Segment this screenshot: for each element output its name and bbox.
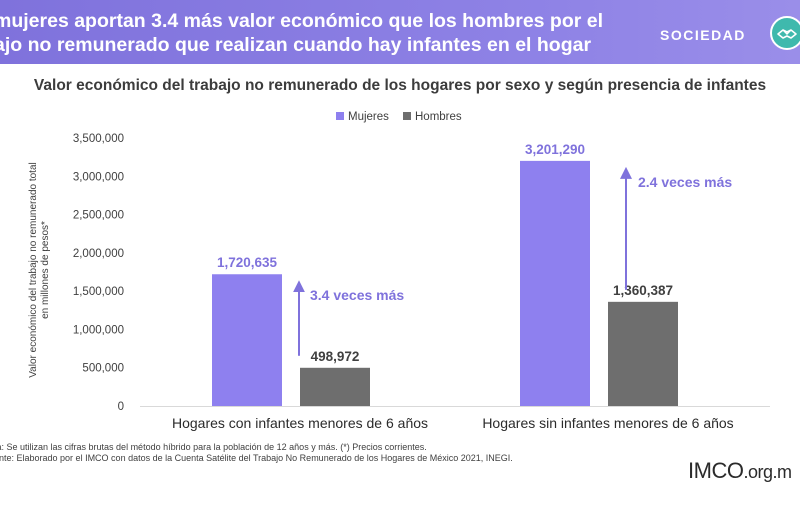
handshake-icon — [770, 16, 800, 50]
x-tick-label: Hogares con infantes menores de 6 años — [172, 415, 428, 431]
chart-title: Valor económico del trabajo no remunerad… — [33, 77, 767, 94]
chart-legend: Mujeres Hombres — [0, 111, 800, 131]
banner-title-line-2: ajo no remunerado que realizan cuando ha… — [0, 34, 592, 56]
data-label: 1,720,635 — [217, 255, 278, 270]
y-tick-label: 1,500,000 — [73, 286, 124, 298]
data-label: 3,201,290 — [525, 142, 585, 157]
data-label: 1,360,387 — [613, 283, 673, 298]
section-label: SOCIEDAD — [660, 27, 746, 43]
y-tick-label: 2,000,000 — [73, 248, 124, 260]
y-tick-label: 500,000 — [82, 363, 124, 375]
annotation-label: 2.4 veces más — [638, 174, 732, 190]
annotation-label: 3.4 veces más — [310, 287, 404, 303]
y-tick-label: 2,500,000 — [73, 210, 124, 222]
banner-title: mujeres aportan 3.4 más valor económico … — [0, 9, 634, 57]
y-tick-label: 1,000,000 — [73, 324, 124, 336]
legend-label-hombres: Hombres — [415, 111, 462, 123]
logo-name: IMCO — [688, 458, 744, 483]
footnote-source: ente: Elaborado por el IMCO con datos de… — [0, 453, 513, 463]
legend-label-mujeres: Mujeres — [348, 111, 389, 123]
logo-domain: .org.m — [743, 462, 792, 482]
y-tick-label: 3,000,000 — [73, 171, 124, 183]
bar-hombres — [300, 367, 370, 406]
bar-mujeres — [520, 160, 590, 406]
legend-swatch-hombres — [403, 112, 411, 120]
legend-swatch-mujeres — [336, 112, 344, 120]
banner-title-line-1: mujeres aportan 3.4 más valor económico … — [0, 10, 604, 32]
data-label: 498,972 — [311, 349, 360, 364]
legend-item-mujeres: Mujeres — [336, 111, 389, 123]
y-tick-label: 3,500,000 — [73, 133, 124, 145]
bar-mujeres — [212, 274, 282, 406]
footnote-note: ta: Se utilizan las cifras brutas del mé… — [0, 442, 427, 452]
legend-item-hombres: Hombres — [403, 111, 462, 123]
footnotes: ta: Se utilizan las cifras brutas del mé… — [0, 442, 694, 464]
imco-logo: IMCO.org.m — [688, 458, 800, 488]
header-banner: mujeres aportan 3.4 más valor económico … — [0, 0, 800, 64]
x-tick-label: Hogares sin infantes menores de 6 años — [482, 415, 733, 431]
y-tick-label: 0 — [118, 401, 124, 413]
bar-hombres — [608, 301, 678, 406]
